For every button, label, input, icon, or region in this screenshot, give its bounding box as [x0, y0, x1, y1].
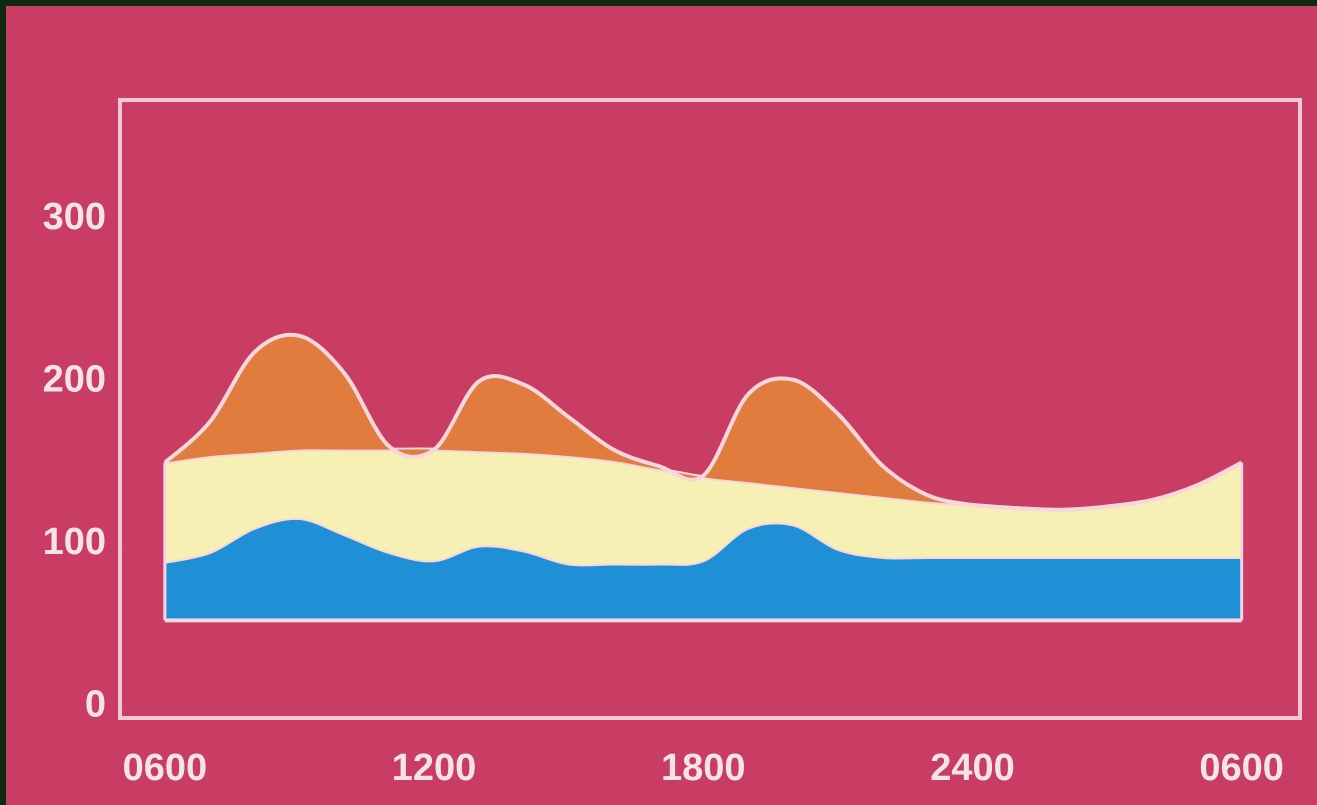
y-tick-label: 300 — [43, 196, 106, 238]
background — [6, 6, 1317, 805]
plot-frame — [118, 98, 1302, 720]
x-tick-label: 0600 — [123, 747, 208, 789]
x-tick-label: 1200 — [392, 747, 477, 789]
area — [164, 517, 1242, 621]
x-tick-label: 2400 — [930, 747, 1015, 789]
x-tick-label: 1800 — [661, 747, 746, 789]
y-tick-label: 200 — [43, 358, 106, 400]
y-tick-label: 100 — [43, 521, 106, 563]
y-tick-label: 0 — [85, 684, 106, 726]
area — [164, 449, 1242, 565]
area — [164, 334, 1242, 510]
area-edge — [163, 332, 1243, 512]
x-tick-label: 0600 — [1199, 747, 1284, 789]
